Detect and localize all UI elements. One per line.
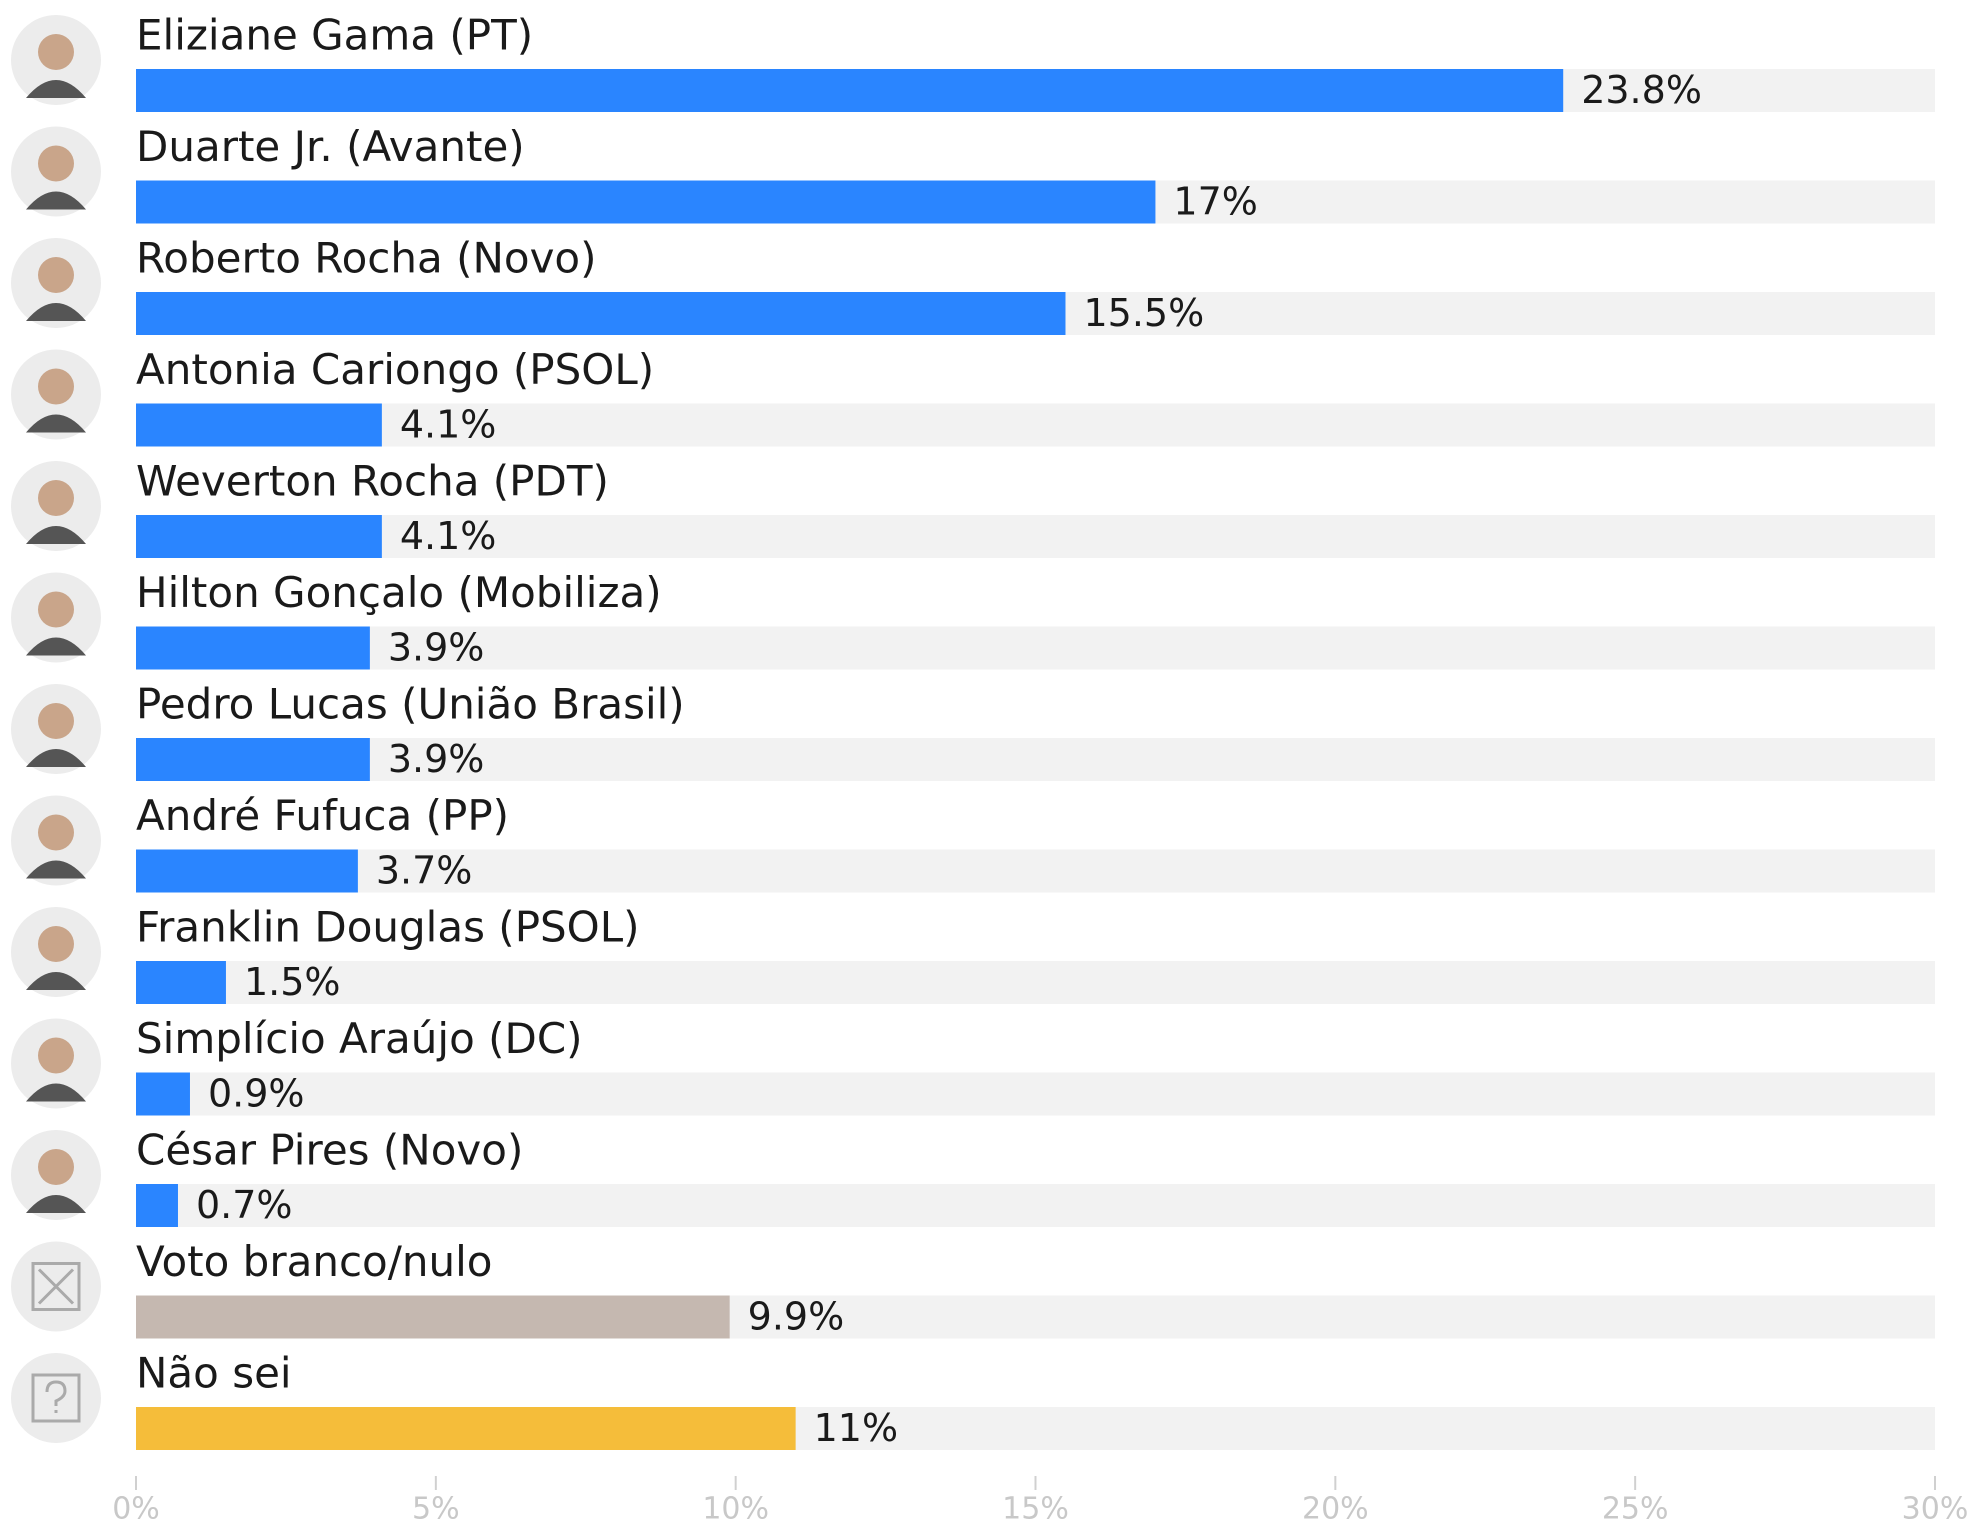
bar — [136, 180, 1156, 224]
value-label: 1.5% — [244, 960, 341, 1004]
bar — [136, 738, 370, 781]
value-label: 15.5% — [1083, 291, 1204, 335]
category-label: Não sei — [136, 1349, 292, 1398]
value-label: 3.9% — [388, 626, 485, 670]
avatar-body — [26, 191, 86, 210]
category-label: César Pires (Novo) — [136, 1126, 523, 1175]
bar — [136, 1072, 190, 1116]
value-label: 4.1% — [400, 403, 497, 447]
value-label: 0.9% — [208, 1072, 305, 1116]
category-label: Eliziane Gama (PT) — [136, 11, 533, 60]
avatar-body — [26, 303, 86, 321]
bar — [136, 403, 382, 447]
avatar-body — [26, 637, 86, 656]
value-label: 9.9% — [748, 1295, 845, 1339]
avatar-body — [26, 860, 86, 879]
category-label: Franklin Douglas (PSOL) — [136, 903, 640, 952]
category-label: Roberto Rocha (Novo) — [136, 234, 597, 283]
bar-track — [136, 738, 1935, 781]
avatar-body — [26, 972, 86, 990]
avatar-body — [26, 1195, 86, 1213]
category-label: Voto branco/nulo — [136, 1237, 493, 1286]
bar — [136, 69, 1564, 112]
avatar — [11, 1353, 101, 1443]
bar-track — [136, 1072, 1935, 1116]
avatar-body — [26, 414, 86, 433]
bar — [136, 849, 358, 893]
bar-track — [136, 961, 1935, 1004]
bar — [136, 961, 226, 1004]
avatar-head — [38, 926, 74, 962]
value-label: 0.7% — [196, 1183, 293, 1227]
category-label: Pedro Lucas (União Brasil) — [136, 680, 685, 729]
avatar-body — [26, 526, 86, 544]
avatar-body — [26, 749, 86, 767]
value-label: 4.1% — [400, 514, 497, 558]
bar-track — [136, 403, 1935, 447]
category-label: André Fufuca (PP) — [136, 791, 509, 840]
avatar-head — [38, 480, 74, 516]
category-label: Weverton Rocha (PDT) — [136, 457, 609, 506]
x-tick-label: 25% — [1602, 1492, 1669, 1527]
bar — [136, 1295, 730, 1339]
avatar-head — [38, 257, 74, 293]
value-label: 23.8% — [1581, 68, 1702, 112]
bar — [136, 1184, 178, 1227]
avatar-head — [38, 145, 74, 182]
x-tick-label: 0% — [112, 1492, 160, 1527]
x-tick-label: 10% — [702, 1492, 769, 1527]
icon-box — [31, 1262, 81, 1311]
bar — [136, 292, 1066, 335]
category-label: Hilton Gonçalo (Mobiliza) — [136, 568, 662, 617]
avatar-head — [38, 34, 74, 70]
bar-track — [136, 515, 1935, 558]
icon-question — [45, 1380, 67, 1413]
icon-box — [31, 1373, 81, 1423]
bar — [136, 1407, 796, 1450]
x-tick-label: 15% — [1002, 1492, 1069, 1527]
bar — [136, 515, 382, 558]
value-label: 3.9% — [388, 737, 485, 781]
avatar-body — [26, 80, 86, 98]
bar-track — [136, 849, 1935, 893]
bar-track — [136, 1184, 1935, 1227]
bar — [136, 626, 370, 670]
x-tick-label: 30% — [1902, 1492, 1969, 1527]
avatar-head — [38, 591, 74, 628]
avatar-head — [38, 703, 74, 739]
category-label: Simplício Araújo (DC) — [136, 1014, 583, 1063]
icon-x — [37, 1268, 75, 1305]
x-tick-label: 20% — [1302, 1492, 1369, 1527]
avatar-head — [38, 1037, 74, 1074]
value-label: 17% — [1173, 180, 1257, 224]
value-label: 11% — [814, 1406, 898, 1450]
x-tick-label: 5% — [412, 1492, 460, 1527]
avatar-head — [38, 368, 74, 405]
avatar-body — [26, 1083, 86, 1102]
avatar-head — [38, 814, 74, 851]
category-label: Antonia Cariongo (PSOL) — [136, 345, 654, 394]
category-label: Duarte Jr. (Avante) — [136, 122, 525, 171]
avatar-head — [38, 1149, 74, 1185]
bar-track — [136, 626, 1935, 670]
value-label: 3.7% — [376, 849, 473, 893]
